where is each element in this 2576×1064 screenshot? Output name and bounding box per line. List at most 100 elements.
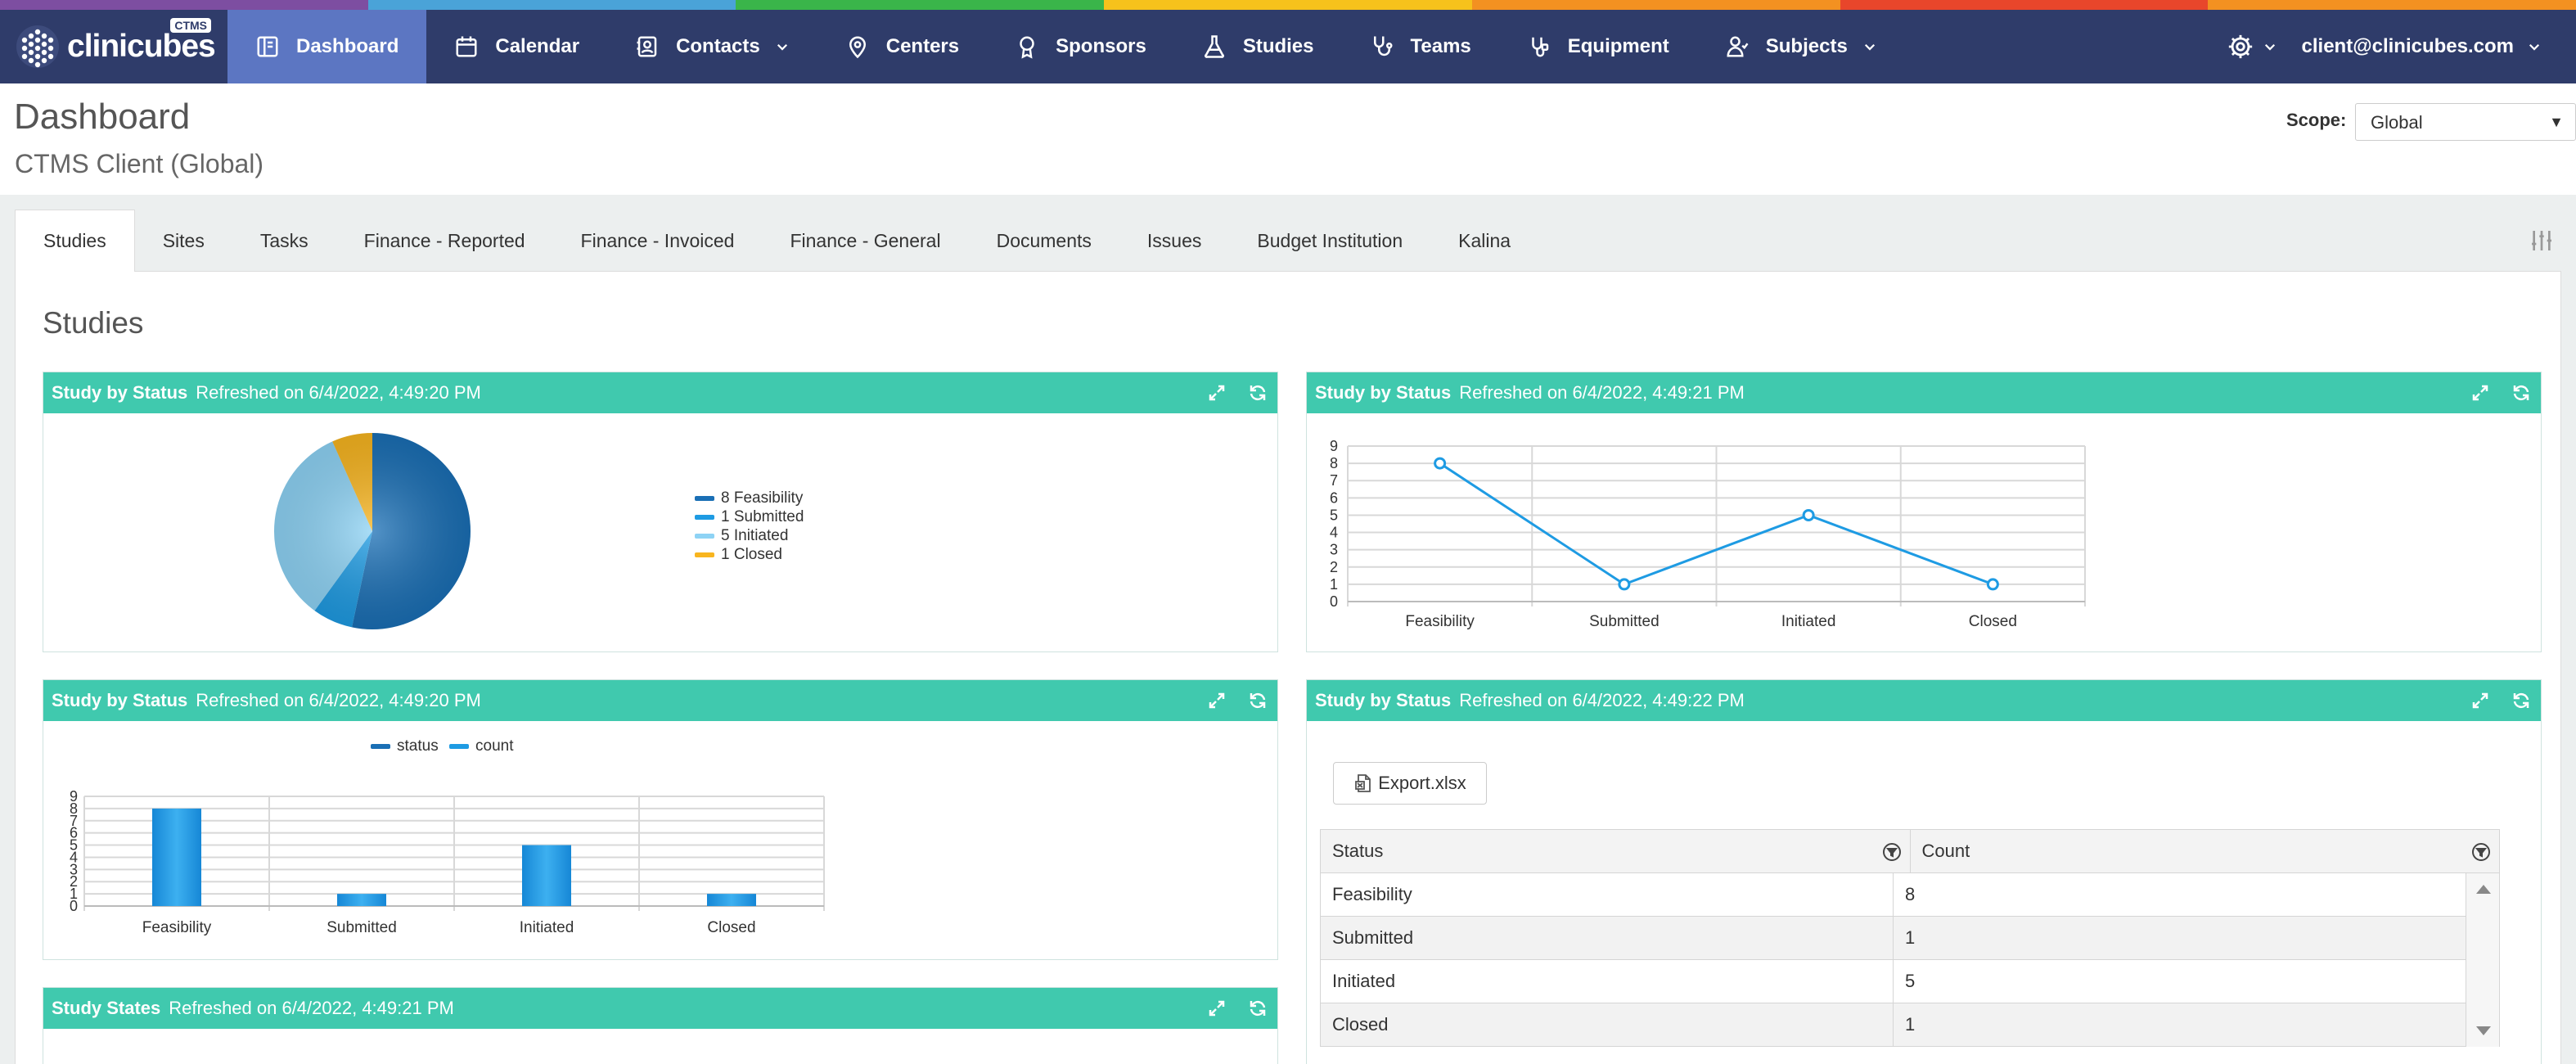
scope-select[interactable]: Global ▼ xyxy=(2355,103,2576,141)
expand-icon[interactable] xyxy=(2470,383,2490,403)
tab-finance-invoiced[interactable]: Finance - Invoiced xyxy=(580,229,735,251)
tab-finance-general[interactable]: Finance - General xyxy=(790,229,941,251)
nav-teams-label: Teams xyxy=(1410,35,1471,57)
legend-item[interactable]: 1 Closed xyxy=(695,546,782,564)
legend-label: 5 Initiated xyxy=(721,527,789,544)
cell-status: Submitted xyxy=(1321,917,1894,959)
table-row[interactable]: Closed 1 xyxy=(1321,1003,2466,1047)
legend-swatch xyxy=(695,515,714,520)
nav-centers-label: Centers xyxy=(885,35,960,57)
table-row[interactable]: Submitted 1 xyxy=(1321,917,2466,960)
user-menu[interactable]: client@clinicubes.com xyxy=(2302,35,2576,58)
tab-issues[interactable]: Issues xyxy=(1146,229,1202,251)
column-header-status[interactable]: Status xyxy=(1321,830,1911,872)
tab-tasks[interactable]: Tasks xyxy=(259,229,308,251)
scope-value: Global xyxy=(2371,112,2423,133)
widget-refreshed: Refreshed on 6/4/2022, 4:49:22 PM xyxy=(1459,690,1745,710)
sliders-icon[interactable] xyxy=(2529,228,2555,254)
nav-dashboard[interactable]: Dashboard xyxy=(227,10,427,83)
bar-initiated[interactable] xyxy=(522,845,571,906)
refresh-icon[interactable] xyxy=(2511,691,2531,710)
y-tick-label: 5 xyxy=(70,837,78,854)
data-point[interactable] xyxy=(1434,457,1447,470)
legend-item[interactable]: count xyxy=(449,737,513,755)
tab-budget-institution[interactable]: Budget Institution xyxy=(1257,229,1403,251)
scope-label: Scope: xyxy=(2286,110,2347,130)
export-xlsx-button[interactable]: Export.xlsx xyxy=(1333,762,1487,805)
x-tick-label: Closed xyxy=(1969,613,2017,630)
nav-teams[interactable]: Teams xyxy=(1342,10,1499,83)
y-tick-label: 9 xyxy=(1330,438,1338,454)
calendar-icon xyxy=(456,36,477,57)
legend-item[interactable]: 8 Feasibility xyxy=(695,489,803,507)
nav-equipment[interactable]: Equipment xyxy=(1499,10,1697,83)
data-point[interactable] xyxy=(1618,578,1631,591)
legend-item[interactable]: 5 Initiated xyxy=(695,527,788,545)
legend-item[interactable]: 1 Submitted xyxy=(695,508,804,526)
tab-finance-reported[interactable]: Finance - Reported xyxy=(363,229,525,251)
x-tick-label: Feasibility xyxy=(142,919,212,936)
rainbow-segment xyxy=(1104,0,1472,10)
refresh-icon[interactable] xyxy=(1248,691,1268,710)
y-tick-label: 8 xyxy=(70,800,78,817)
user-email: client@clinicubes.com xyxy=(2301,35,2514,57)
logo-text: clinicubes xyxy=(67,29,216,64)
nav-contacts[interactable]: Contacts xyxy=(607,10,817,83)
y-tick-label: 1 xyxy=(1330,576,1338,593)
expand-icon[interactable] xyxy=(1207,691,1227,710)
widget-study-by-status-table: Study by Status Refreshed on 6/4/2022, 4… xyxy=(1306,679,2542,1064)
expand-icon[interactable] xyxy=(1207,383,1227,403)
bar-feasibility[interactable] xyxy=(152,808,201,906)
expand-icon[interactable] xyxy=(2470,691,2490,710)
scroll-up-icon[interactable] xyxy=(2476,885,2491,894)
filter-icon[interactable] xyxy=(1882,842,1902,862)
grid-body: Feasibility 8 Submitted 1 Initiated 5 Cl… xyxy=(1320,873,2500,1047)
nav-calendar[interactable]: Calendar xyxy=(426,10,607,83)
refresh-icon[interactable] xyxy=(2511,383,2531,403)
filter-icon[interactable] xyxy=(2471,842,2491,862)
legend-swatch xyxy=(449,744,469,749)
expand-icon[interactable] xyxy=(1207,999,1227,1018)
y-tick-label: 0 xyxy=(70,898,78,914)
stethoscope-icon xyxy=(1373,36,1392,56)
widget-refreshed: Refreshed on 6/4/2022, 4:49:20 PM xyxy=(196,690,481,710)
nav-studies-label: Studies xyxy=(1242,35,1314,57)
status-grid: Status Count Feasibility 8 Submitted 1 I… xyxy=(1320,829,2500,1047)
y-tick-label: 2 xyxy=(1330,559,1338,575)
data-point[interactable] xyxy=(1802,508,1815,521)
excel-file-icon xyxy=(1355,774,1371,792)
award-icon xyxy=(1020,36,1034,59)
bar-closed[interactable] xyxy=(707,894,756,906)
bar-submitted[interactable] xyxy=(337,894,386,906)
chevron-down-icon xyxy=(2529,43,2540,51)
y-tick-label: 2 xyxy=(70,873,78,890)
y-tick-label: 8 xyxy=(1330,455,1338,471)
tab-kalina[interactable]: Kalina xyxy=(1458,229,1511,251)
column-header-count[interactable]: Count xyxy=(1911,830,2500,872)
nav-subjects[interactable]: Subjects xyxy=(1697,10,1905,83)
tab-sites[interactable]: Sites xyxy=(162,229,205,251)
nav-sponsors[interactable]: Sponsors xyxy=(987,10,1174,83)
cell-status: Closed xyxy=(1321,1003,1894,1046)
table-row[interactable]: Feasibility 8 xyxy=(1321,873,2466,917)
legend-swatch xyxy=(371,744,390,749)
widget-header: Study by Status Refreshed on 6/4/2022, 4… xyxy=(43,680,1277,721)
tab-documents[interactable]: Documents xyxy=(996,229,1092,251)
widget-header: Study by Status Refreshed on 6/4/2022, 4… xyxy=(43,372,1277,413)
table-row[interactable]: Initiated 5 xyxy=(1321,960,2466,1003)
data-point[interactable] xyxy=(1986,578,1999,591)
settings-menu[interactable] xyxy=(2202,10,2302,83)
nav-centers[interactable]: Centers xyxy=(817,10,987,83)
app-logo[interactable]: clinicubes CTMS xyxy=(0,10,227,83)
y-tick-label: 5 xyxy=(1330,507,1338,523)
refresh-icon[interactable] xyxy=(1248,383,1268,403)
page-title: Dashboard xyxy=(14,97,191,137)
nav-studies[interactable]: Studies xyxy=(1174,10,1342,83)
grid-scrollbar[interactable] xyxy=(2466,873,2499,1047)
x-tick-label: Initiated xyxy=(1781,613,1836,630)
legend-item[interactable]: status xyxy=(371,737,439,755)
scroll-down-icon[interactable] xyxy=(2476,1026,2491,1035)
tab-studies[interactable]: Studies xyxy=(15,210,135,272)
refresh-icon[interactable] xyxy=(1248,999,1268,1018)
